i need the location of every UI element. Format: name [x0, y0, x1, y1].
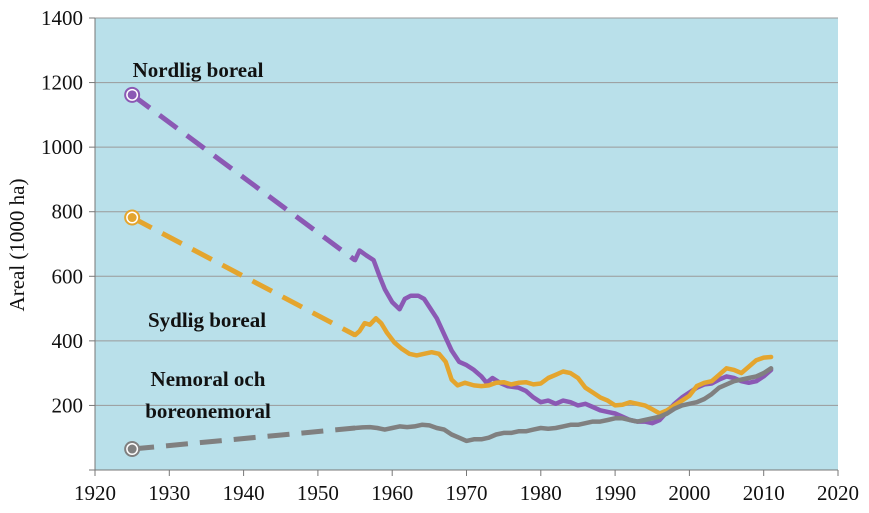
- x-tick-label-1970: 1970: [446, 481, 488, 505]
- series-dashed-nordlig-boreal: [130, 92, 357, 263]
- series-label-nordlig-boreal: Nordlig boreal: [133, 58, 264, 82]
- series-dashed-sydlig-boreal: [130, 215, 357, 338]
- series-marker-nordlig-boreal: [127, 90, 137, 100]
- gridlines: [95, 17, 838, 406]
- x-tick-label-1940: 1940: [223, 481, 265, 505]
- series-label-nemoral-line1: Nemoral och: [151, 367, 266, 391]
- series-marker-sydlig-boreal: [127, 213, 137, 223]
- y-tick-label-200: 200: [52, 393, 84, 417]
- x-axis: 1920 1930 1940 1950 1960 1970 1980 1990 2000 2010…: [74, 469, 859, 505]
- y-axis: 200 400 600 800 1000 1200 1400: [41, 6, 96, 476]
- y-tick-label-1000: 1000: [41, 135, 83, 159]
- series-label-nemoral-line2: boreonemoral: [145, 399, 271, 423]
- y-tick-label-1400: 1400: [41, 6, 83, 30]
- x-tick-label-1990: 1990: [594, 481, 636, 505]
- x-tick-label-2000: 2000: [668, 481, 710, 505]
- x-tick-label-1960: 1960: [371, 481, 413, 505]
- y-tick-label-400: 400: [52, 329, 84, 353]
- x-tick-label-1920: 1920: [74, 481, 116, 505]
- x-tick-label-1950: 1950: [297, 481, 339, 505]
- x-tick-label-1980: 1980: [520, 481, 562, 505]
- x-tick-label-2020: 2020: [817, 481, 859, 505]
- series-lines: [124, 86, 774, 458]
- y-axis-title: Areal (1000 ha): [5, 179, 29, 312]
- y-tick-label-600: 600: [52, 264, 84, 288]
- series-line-nemoral-och-boreonemoral: [352, 366, 774, 444]
- y-tick-label-1200: 1200: [41, 71, 83, 95]
- y-tick-label-800: 800: [52, 200, 84, 224]
- series-line-sydlig-boreal: [352, 316, 774, 416]
- series-dashed-nemoral-och-boreonemoral: [131, 425, 356, 452]
- series-marker-nemoral-och-boreonemoral: [127, 444, 137, 454]
- series-labels: Nordlig boreal Sydlig boreal Nemoral och…: [133, 58, 271, 423]
- series-label-sydlig-boreal: Sydlig boreal: [148, 308, 266, 332]
- x-tick-label-1930: 1930: [148, 481, 190, 505]
- x-tick-label-2010: 2010: [743, 481, 785, 505]
